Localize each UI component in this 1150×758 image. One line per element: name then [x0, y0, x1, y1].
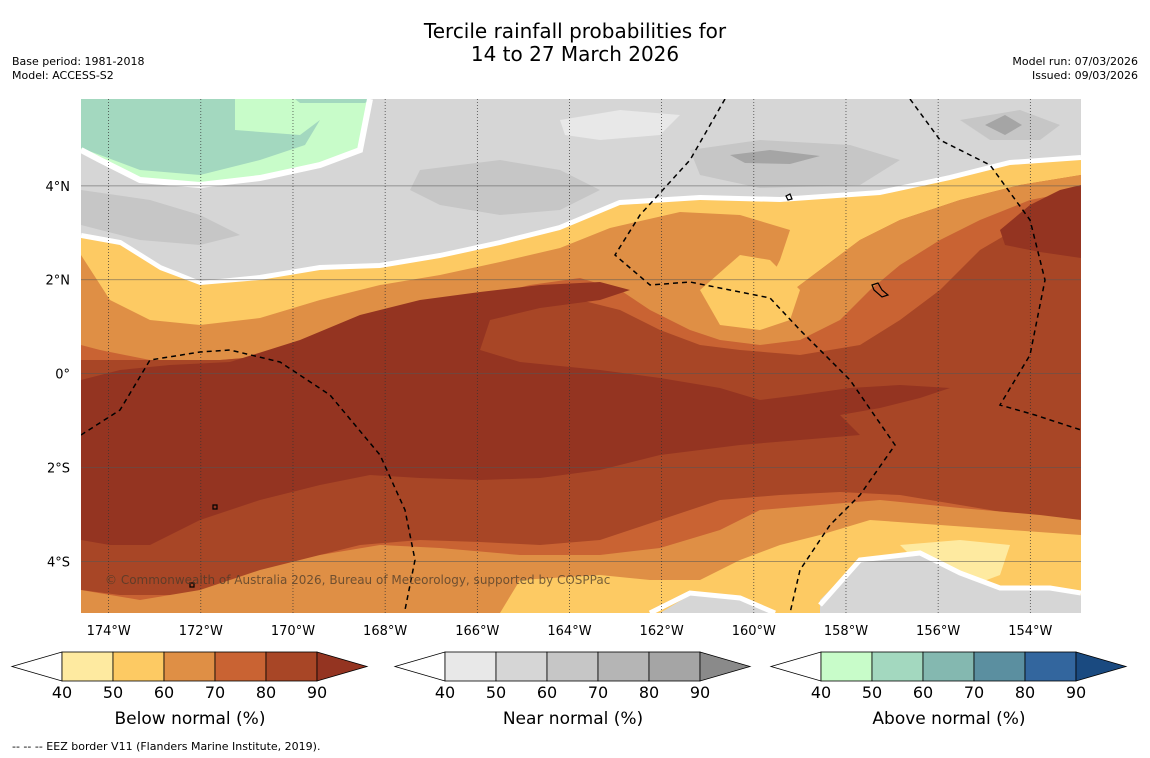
colorbar-tick-label: 70	[205, 683, 225, 702]
footnote: -- -- -- EEZ border V11 (Flanders Marine…	[12, 740, 321, 753]
colorbar-swatch	[648, 651, 701, 682]
title-line-1: Tercile rainfall probabilities for	[423, 19, 727, 43]
field-near-normal-south	[660, 555, 1081, 613]
model-name: Model: ACCESS-S2	[12, 69, 114, 82]
lat-tick-label: 0°	[55, 368, 70, 383]
islands	[189, 193, 890, 588]
lon-tick-label: 164°W	[547, 624, 591, 639]
colorbar-swatch	[265, 651, 318, 682]
colorbar-arrow-low	[393, 651, 446, 682]
field-below-90-east	[1000, 185, 1081, 258]
base-period: Base period: 1981-2018	[12, 55, 145, 68]
eez-borders	[81, 99, 1081, 613]
colorbar-label-near-normal: Near normal (%)	[502, 709, 644, 729]
colorbar-swatch	[546, 651, 599, 682]
colorbar-tick-label: 80	[639, 683, 659, 702]
lon-tick-label: 172°W	[179, 624, 223, 639]
colorbar-near-normal: 40 50 60 70 80 90	[393, 651, 752, 702]
colorbar-tick-label: 90	[1066, 683, 1086, 702]
colorbar-swatch	[163, 651, 216, 682]
title-line-2: 14 to 27 March 2026	[470, 42, 680, 66]
colorbar-swatch	[495, 651, 548, 682]
colorbar-tick-label: 50	[103, 683, 123, 702]
model-run: Model run: 07/03/2026	[1012, 55, 1138, 68]
colorbar-tick-label: 60	[913, 683, 933, 702]
field-near-normal-darker	[81, 110, 1060, 245]
field-below-40-south	[900, 540, 1010, 590]
colorbar-tick-label: 60	[154, 683, 174, 702]
issued-date: Issued: 09/03/2026	[1031, 69, 1138, 82]
field-below-90	[81, 282, 950, 545]
eez-border-east	[909, 99, 1081, 431]
colorbar-tick-label: 70	[588, 683, 608, 702]
field-below-70band	[81, 175, 1081, 360]
eez-border-west	[81, 349, 416, 611]
colorbar-swatch	[61, 651, 114, 682]
lon-tick-label: 158°W	[824, 624, 868, 639]
copyright-text: © Commonwealth of Australia 2026, Bureau…	[105, 573, 610, 587]
colorbar-tick-label: 80	[256, 683, 276, 702]
field-near-normal-darkest	[730, 115, 1022, 164]
colorbar-tick-label: 80	[1015, 683, 1035, 702]
lon-tick-label: 170°W	[271, 624, 315, 639]
colorbar-tick-label: 50	[486, 683, 506, 702]
colorbar-arrow-high	[316, 651, 369, 682]
lon-tick-label: 154°W	[1008, 624, 1052, 639]
colorbar-arrow-high	[1075, 651, 1128, 682]
colorbar-tick-label: 90	[690, 683, 710, 702]
colorbar-tick-label: 40	[52, 683, 72, 702]
grid-lines	[81, 99, 1081, 613]
field-boundary	[81, 99, 1081, 288]
colorbar-tick-label: 90	[307, 683, 327, 702]
colorbar-swatch	[973, 651, 1026, 682]
colorbar-label-below-normal: Below normal (%)	[114, 709, 266, 729]
meta-left: Base period: 1981-2018 Model: ACCESS-S2	[12, 55, 144, 83]
lon-tick-label: 162°W	[640, 624, 684, 639]
colorbar-label-above-normal: Above normal (%)	[872, 709, 1026, 729]
map-field	[81, 99, 1081, 613]
colorbar-swatch	[820, 651, 873, 682]
colorbar-tick-label: 40	[811, 683, 831, 702]
colorbar-tick-label: 40	[435, 683, 455, 702]
colorbar-swatch	[1024, 651, 1077, 682]
colorbars: 40 50 60 70 80 90 40 50 60 70 80 90 40 50 60 70 80 90	[10, 651, 1128, 702]
colorbar-below-normal: 40 50 60 70 80 90	[10, 651, 369, 702]
field-near-normal-light	[560, 110, 680, 140]
island-4	[189, 582, 195, 588]
colorbar-swatch	[112, 651, 165, 682]
colorbar-tick-label: 50	[862, 683, 882, 702]
lat-tick-label: 2°S	[47, 461, 70, 476]
field-below-50-patch	[700, 255, 800, 330]
lon-tick-labels: 174°W 172°W 170°W 168°W 166°W 164°W 162°W 160°W…	[87, 624, 1053, 639]
colorbar-arrow-low	[769, 651, 822, 682]
island-1	[871, 282, 890, 298]
lon-tick-label: 160°W	[732, 624, 776, 639]
lat-tick-labels: 4°N 2°N 0° 2°S 4°S	[46, 180, 71, 571]
colorbar-tick-label: 70	[964, 683, 984, 702]
eez-border-central	[614, 99, 896, 613]
lon-tick-label: 174°W	[87, 624, 131, 639]
lat-tick-label: 4°N	[46, 180, 71, 195]
colorbar-above-normal: 40 50 60 70 80 90	[769, 651, 1128, 702]
colorbar-swatch	[922, 651, 975, 682]
field-above-normal-60b	[295, 99, 370, 103]
island-3	[212, 504, 218, 510]
colorbar-swatch	[597, 651, 650, 682]
meta-right: Model run: 07/03/2026 Issued: 09/03/2026	[1012, 55, 1138, 83]
lat-tick-label: 2°N	[46, 274, 71, 289]
colorbar-swatch	[871, 651, 924, 682]
colorbar-tick-label: 60	[537, 683, 557, 702]
lon-tick-label: 166°W	[455, 624, 499, 639]
field-above-normal-60	[81, 99, 320, 175]
island-2	[785, 193, 793, 201]
colorbar-arrow-low	[10, 651, 63, 682]
lon-tick-label: 168°W	[363, 624, 407, 639]
colorbar-swatch	[444, 651, 497, 682]
colorbar-arrow-high	[699, 651, 752, 682]
lon-tick-label: 156°W	[916, 624, 960, 639]
field-boundary-south	[648, 550, 1081, 613]
colorbar-swatch	[214, 651, 267, 682]
lat-tick-label: 4°S	[47, 555, 70, 570]
